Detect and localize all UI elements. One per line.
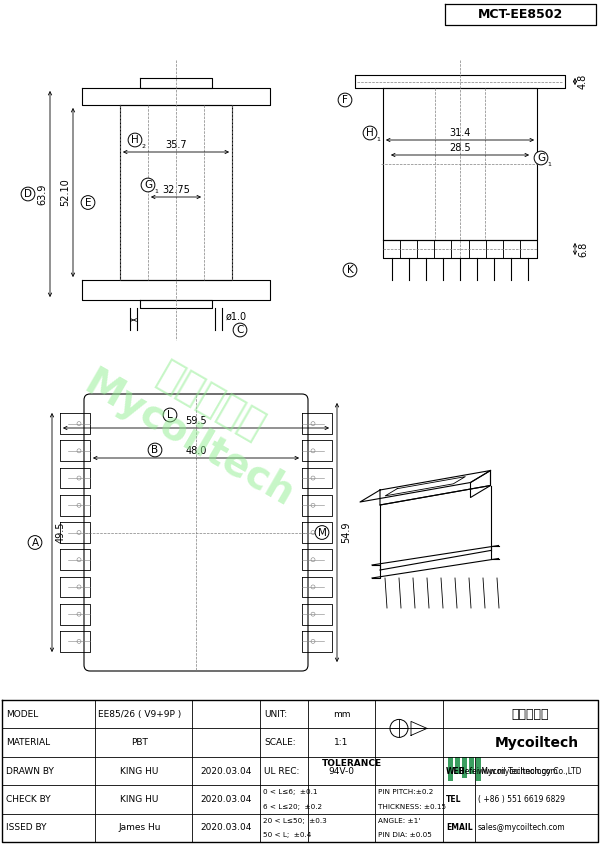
Text: A: A xyxy=(31,538,38,548)
Text: H: H xyxy=(366,128,374,138)
Text: WEB: WEB xyxy=(446,766,466,776)
Bar xyxy=(448,757,453,781)
Text: 2020.03.04: 2020.03.04 xyxy=(200,823,251,832)
Text: 麦可一科技: 麦可一科技 xyxy=(512,708,549,721)
Text: DRAWN BY: DRAWN BY xyxy=(6,766,54,776)
Text: KING HU: KING HU xyxy=(121,795,158,803)
Text: MCT-EE8502: MCT-EE8502 xyxy=(478,8,563,21)
Text: G: G xyxy=(144,180,152,190)
Text: L: L xyxy=(167,410,173,420)
Text: D: D xyxy=(24,189,32,199)
Text: 2: 2 xyxy=(141,144,145,149)
Text: 6 < L≤20;  ±0.2: 6 < L≤20; ±0.2 xyxy=(263,803,322,809)
Text: 94V-0: 94V-0 xyxy=(329,766,355,776)
Bar xyxy=(476,757,481,781)
Text: mm: mm xyxy=(333,710,350,719)
Text: EMAIL: EMAIL xyxy=(446,823,473,832)
Text: THICKNESS: ±0.15: THICKNESS: ±0.15 xyxy=(378,803,446,809)
Text: 50 < L;  ±0.4: 50 < L; ±0.4 xyxy=(263,832,311,838)
Text: ISSED BY: ISSED BY xyxy=(6,823,47,832)
Text: M: M xyxy=(317,528,326,538)
Text: 0 < L≤6;  ±0.1: 0 < L≤6; ±0.1 xyxy=(263,789,317,795)
Text: H: H xyxy=(131,135,139,145)
Text: UL REC:: UL REC: xyxy=(264,766,299,776)
Text: James Hu: James Hu xyxy=(118,823,161,832)
Text: 6.8: 6.8 xyxy=(578,241,588,257)
Text: CHECK BY: CHECK BY xyxy=(6,795,50,803)
Text: www.mycoiltech.com: www.mycoiltech.com xyxy=(478,766,559,776)
Text: MATERIAL: MATERIAL xyxy=(6,738,50,747)
Text: PBT: PBT xyxy=(131,738,148,747)
Text: SCALE:: SCALE: xyxy=(264,738,296,747)
Text: G: G xyxy=(537,153,545,163)
Bar xyxy=(462,757,467,778)
Text: 2020.03.04: 2020.03.04 xyxy=(200,795,251,803)
Text: 63.9: 63.9 xyxy=(37,183,47,205)
Text: E: E xyxy=(85,197,91,208)
Text: 48.0: 48.0 xyxy=(185,446,206,456)
Text: MODEL: MODEL xyxy=(6,710,38,719)
Text: PIN PITCH:±0.2: PIN PITCH:±0.2 xyxy=(378,789,433,795)
Text: 31.4: 31.4 xyxy=(449,128,470,138)
Bar xyxy=(469,757,474,774)
Text: 1: 1 xyxy=(154,189,158,194)
Text: Mycoiltech: Mycoiltech xyxy=(494,736,578,749)
Text: TOLERANCE: TOLERANCE xyxy=(322,759,382,767)
Text: 49.5: 49.5 xyxy=(56,522,66,544)
Text: PIN DIA: ±0.05: PIN DIA: ±0.05 xyxy=(378,832,432,838)
Text: TEL: TEL xyxy=(446,795,461,803)
Text: 59.5: 59.5 xyxy=(185,416,207,426)
Text: sales@mycoiltech.com: sales@mycoiltech.com xyxy=(478,823,566,832)
Text: 1: 1 xyxy=(547,162,551,167)
Text: 20 < L≤50;  ±0.3: 20 < L≤50; ±0.3 xyxy=(263,818,327,824)
Text: 52.10: 52.10 xyxy=(60,179,70,207)
Text: 1:1: 1:1 xyxy=(334,738,349,747)
Text: Hefei Mycoil Technology Co.,LTD: Hefei Mycoil Technology Co.,LTD xyxy=(459,766,582,776)
Text: 54.9: 54.9 xyxy=(341,522,351,544)
Text: 35.7: 35.7 xyxy=(165,140,187,150)
Text: 2020.03.04: 2020.03.04 xyxy=(200,766,251,776)
Bar xyxy=(455,757,460,774)
Text: F: F xyxy=(342,95,348,105)
Text: ( +86 ) 551 6619 6829: ( +86 ) 551 6619 6829 xyxy=(478,795,565,803)
Text: 28.5: 28.5 xyxy=(449,143,471,153)
Text: ANGLE: ±1': ANGLE: ±1' xyxy=(378,818,421,824)
Text: B: B xyxy=(151,445,158,455)
Text: 麦可一科技
Mycoiltech: 麦可一科技 Mycoiltech xyxy=(77,326,323,515)
Text: UNIT:: UNIT: xyxy=(264,710,287,719)
Text: K: K xyxy=(347,265,353,275)
Text: KING HU: KING HU xyxy=(121,766,158,776)
FancyBboxPatch shape xyxy=(84,394,308,671)
Text: ø1.0: ø1.0 xyxy=(226,312,247,322)
Text: EE85/26 ( V9+9P ): EE85/26 ( V9+9P ) xyxy=(98,710,181,719)
Text: C: C xyxy=(236,325,244,335)
Text: 1: 1 xyxy=(376,137,380,142)
Text: 4.8: 4.8 xyxy=(578,74,588,89)
Text: 32.75: 32.75 xyxy=(162,185,190,195)
